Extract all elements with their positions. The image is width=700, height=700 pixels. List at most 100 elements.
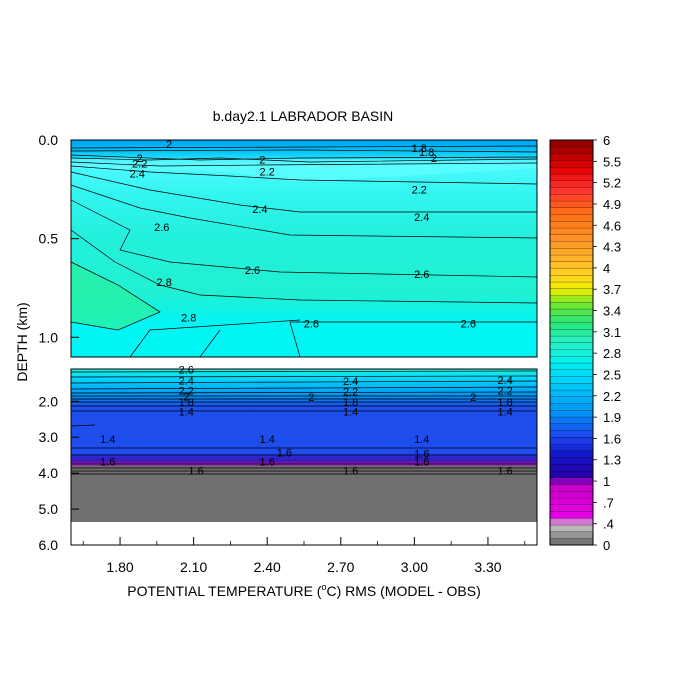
- colorbar-label: 1: [603, 474, 610, 489]
- contour-label: 2.2: [343, 386, 358, 398]
- colorbar-bin: [549, 153, 594, 161]
- colorbar-bin: [549, 409, 594, 418]
- contour-label: 1.4: [414, 434, 429, 446]
- x-axis-label-degree: o: [321, 582, 326, 592]
- x-axis-label: POTENTIAL TEMPERATURE (oC) RMS (MODEL - …: [127, 582, 481, 599]
- contour-label: 2.2: [179, 386, 194, 398]
- bottom-contour-lines: [70, 370, 538, 475]
- colorbar-bin: [549, 173, 594, 181]
- contour-label: 2.6: [461, 318, 476, 330]
- colorbar-labels: 6 5.5 5.2 4.9 4.6 4.3 4 3.7 3.4 3.1 2.8 2.5 2.2 1.9 1.…: [593, 133, 621, 553]
- contour-label: 2.2: [260, 167, 275, 179]
- top-panel-frame: [70, 139, 538, 358]
- colorbar-label: 4: [603, 261, 610, 276]
- colorbar-bin: [549, 288, 594, 296]
- colorbar-bin: [549, 180, 594, 188]
- x-tick-label: 3.00: [401, 559, 428, 575]
- colorbar-bin: [549, 349, 594, 357]
- y-tick-label: 5.0: [39, 501, 59, 517]
- contour-label: 2.4: [179, 375, 194, 387]
- contour-label: 2: [431, 153, 437, 165]
- chart-title: b.day2.1 LABRADOR BASIN: [213, 108, 394, 124]
- x-tick-label: 2.10: [180, 559, 207, 575]
- contour-label: 1.6: [260, 457, 275, 469]
- y-tick-label: 1.0: [39, 329, 59, 345]
- colorbar-label: 5.5: [603, 154, 621, 169]
- contour-label: 2.4: [414, 212, 429, 224]
- contour-label: 2: [470, 392, 476, 404]
- contour-label: 2.6: [154, 222, 169, 234]
- colorbar-bin: [549, 268, 594, 276]
- contour-label: 1.8: [497, 397, 512, 409]
- colorbar-frame: [549, 139, 594, 546]
- x-tick-label: 2.40: [254, 559, 281, 575]
- colorbar-bin: [549, 511, 594, 519]
- top-panel: 2 1.81.822 22.22.4 2.22.22.42.42.62.6 2.62.8…: [70, 139, 538, 358]
- colorbar-bin: [549, 308, 594, 316]
- colorbar-bin: [549, 497, 594, 505]
- contour-label: 1.4: [260, 434, 275, 446]
- contour-label: 2: [137, 153, 143, 165]
- y-tick-label: 6.0: [39, 537, 59, 553]
- colorbar-bin: [549, 477, 594, 485]
- contour-label: 1.8: [179, 397, 194, 409]
- colorbar-label: 2.8: [603, 346, 621, 361]
- colorbar-bin: [549, 450, 594, 458]
- contour-label: 2.8: [157, 277, 172, 289]
- colorbar-bin: [549, 234, 594, 242]
- contour-label: 2: [308, 392, 314, 404]
- colorbar-bin: [549, 193, 594, 202]
- contour-label: 1.6: [277, 447, 292, 459]
- colorbar: [549, 139, 594, 546]
- land-mask: [71, 478, 537, 522]
- contour-label: 1.8: [419, 147, 434, 159]
- colorbar-bin: [549, 220, 594, 229]
- colorbar-bin: [549, 274, 594, 283]
- colorbar-label: 2.5: [603, 367, 621, 382]
- colorbar-label: .4: [603, 517, 614, 532]
- top-contour-labels: 2 1.81.822 22.22.4 2.22.22.42.42.62.6 2.62.8…: [130, 139, 476, 331]
- colorbar-bin: [549, 524, 594, 532]
- colorbar-bin: [549, 315, 594, 323]
- contour-label: 1.6: [343, 465, 358, 477]
- contour-label: 1.4: [497, 406, 512, 418]
- colorbar-bin: [549, 396, 594, 404]
- contour-label: 1.8: [412, 143, 427, 155]
- colorbar-bin: [549, 531, 594, 539]
- colorbar-bin: [549, 281, 594, 289]
- colorbar-bin: [549, 403, 594, 411]
- contour-label: 2: [166, 139, 172, 151]
- contour-label: 2: [183, 391, 189, 403]
- colorbar-bin: [549, 423, 594, 431]
- contour-label: 1.6: [414, 448, 429, 460]
- contour-label: 2.6: [414, 269, 429, 281]
- colorbar-bin: [549, 490, 594, 499]
- colorbar-bin: [549, 355, 594, 364]
- colorbar-label: 4.3: [603, 240, 621, 255]
- colorbar-bin: [549, 430, 594, 438]
- colorbar-bin: [549, 517, 594, 526]
- contour-label: 2.6: [245, 265, 260, 277]
- contour-label: 1.4: [179, 406, 194, 418]
- colorbar-bin: [549, 342, 594, 350]
- colorbar-label: .7: [603, 495, 614, 510]
- colorbar-label: 2.2: [603, 389, 621, 404]
- contour-label: 2.4: [497, 375, 512, 387]
- colorbar-bin: [549, 295, 594, 303]
- x-tick-label: 3.30: [474, 559, 501, 575]
- colorbar-bin: [549, 436, 594, 445]
- x-tick-label: 1.80: [106, 559, 133, 575]
- contour-label: 1.6: [188, 465, 203, 477]
- colorbar-label: 3.1: [603, 325, 621, 340]
- colorbar-label: 6: [603, 133, 610, 148]
- colorbar-bin: [549, 247, 594, 256]
- y-tick-label: 2.0: [39, 393, 59, 409]
- colorbar-label: 1.3: [603, 453, 621, 468]
- colorbar-bin: [549, 443, 594, 451]
- y-tick-label: 3.0: [39, 429, 59, 445]
- colorbar-label: 0: [603, 538, 610, 553]
- colorbar-bin: [549, 463, 594, 472]
- contour-label: 2.4: [130, 169, 145, 181]
- y-tick-label: 0.0: [39, 132, 59, 148]
- colorbar-bin: [549, 146, 594, 154]
